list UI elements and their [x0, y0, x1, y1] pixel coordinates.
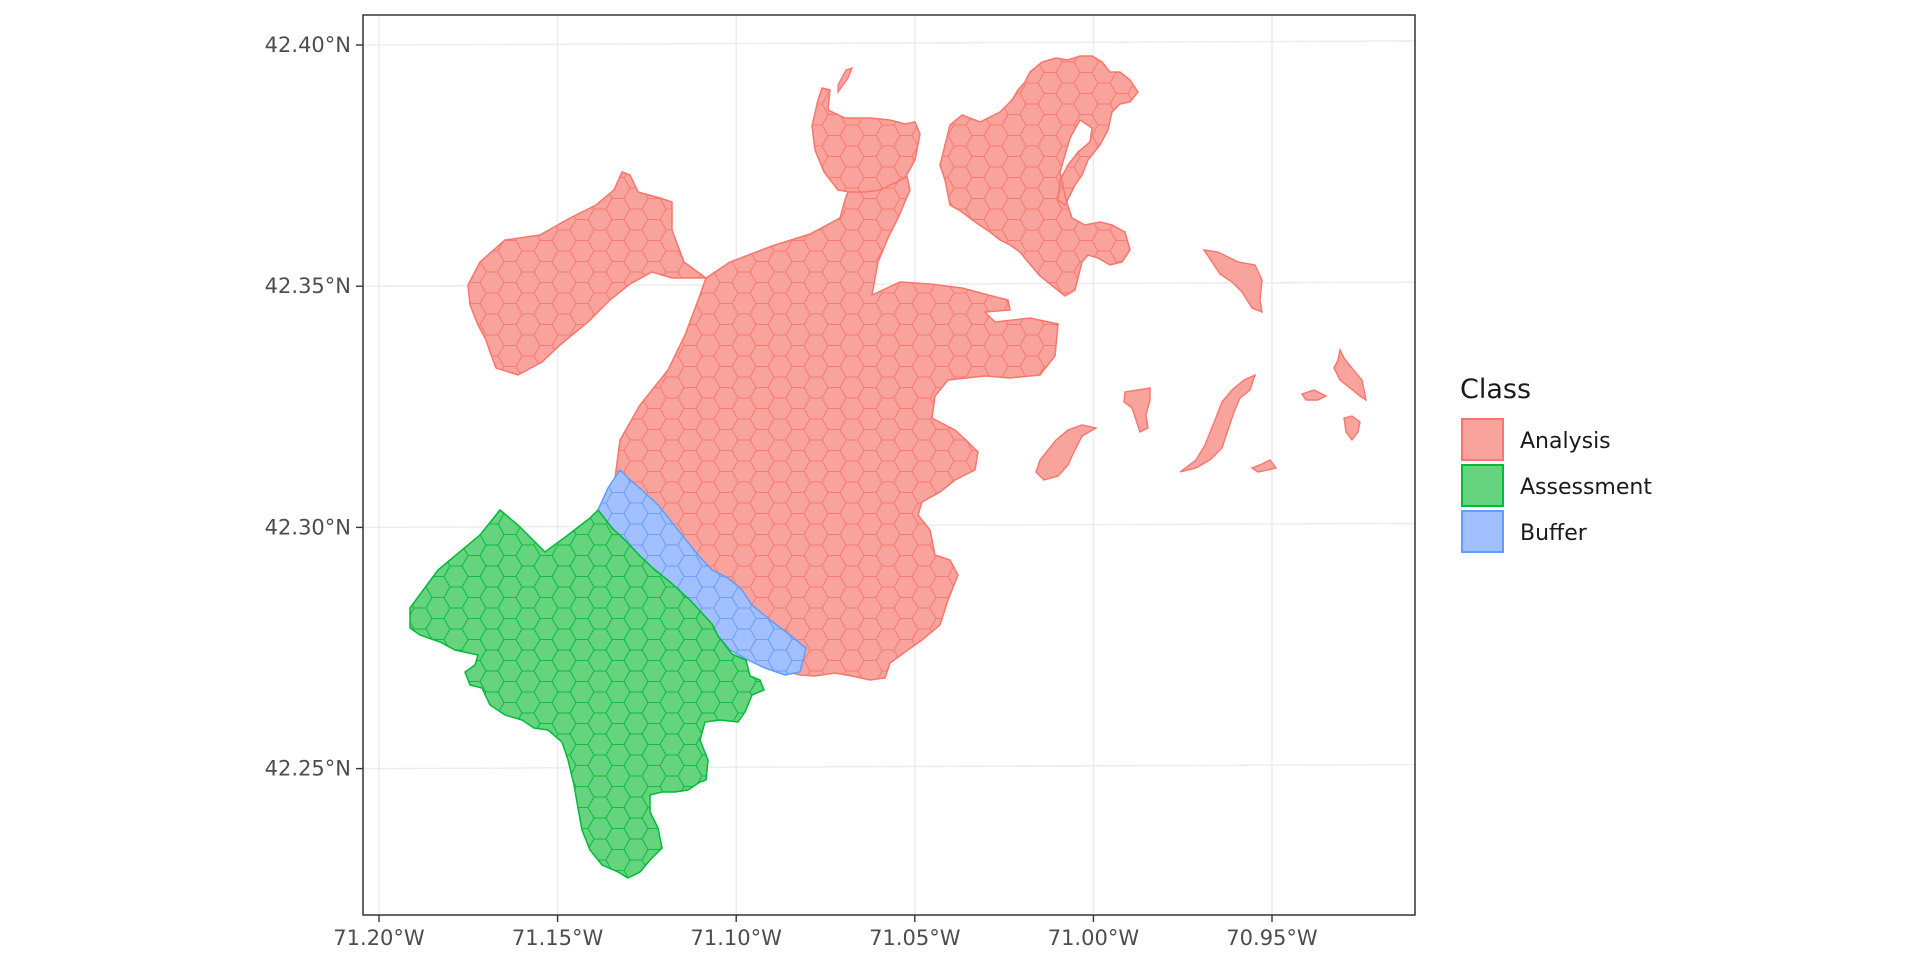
legend-key-analysis	[1461, 418, 1504, 461]
region-analysis-harbor-islands	[1035, 249, 1368, 481]
region-analysis-charlestown	[811, 66, 921, 193]
x-tick-label: 71.20°W	[333, 926, 425, 950]
legend-item-assessment: Assessment	[1461, 464, 1652, 507]
x-tick-label: 71.05°W	[869, 926, 961, 950]
x-axis: 71.20°W 71.15°W 71.10°W 71.05°W 71.00°W 70.95…	[333, 915, 1318, 950]
region-analysis-mainland	[614, 164, 1059, 681]
y-tick-label: 42.35°N	[265, 274, 351, 298]
y-tick-label: 42.25°N	[265, 757, 351, 781]
region-analysis-allston-brighton	[467, 171, 709, 376]
legend-label-assessment: Assessment	[1520, 475, 1652, 500]
y-axis: 42.40°N 42.35°N 42.30°N 42.25°N	[265, 33, 363, 781]
legend-label-analysis: Analysis	[1520, 429, 1611, 454]
legend-key-buffer	[1461, 510, 1504, 553]
y-tick-label: 42.30°N	[265, 515, 351, 539]
map-regions	[409, 55, 1368, 879]
panel-border	[362, 14, 1416, 916]
x-tick-label: 71.15°W	[512, 926, 604, 950]
legend-item-analysis: Analysis	[1461, 418, 1611, 461]
x-tick-label: 71.00°W	[1048, 926, 1140, 950]
y-gridline	[363, 40, 1415, 46]
legend-title: Class	[1460, 374, 1531, 405]
legend: Class Analysis Assessment Buffer	[1460, 374, 1652, 553]
legend-item-buffer: Buffer	[1461, 510, 1588, 553]
y-tick-label: 42.40°N	[265, 33, 351, 57]
region-assessment	[409, 508, 765, 879]
x-tick-label: 71.10°W	[691, 926, 783, 950]
y-gridline	[363, 763, 1415, 770]
x-tick-label: 70.95°W	[1226, 926, 1318, 950]
legend-key-assessment	[1461, 464, 1504, 507]
region-analysis-east-boston	[939, 55, 1139, 297]
legend-label-buffer: Buffer	[1520, 521, 1588, 546]
